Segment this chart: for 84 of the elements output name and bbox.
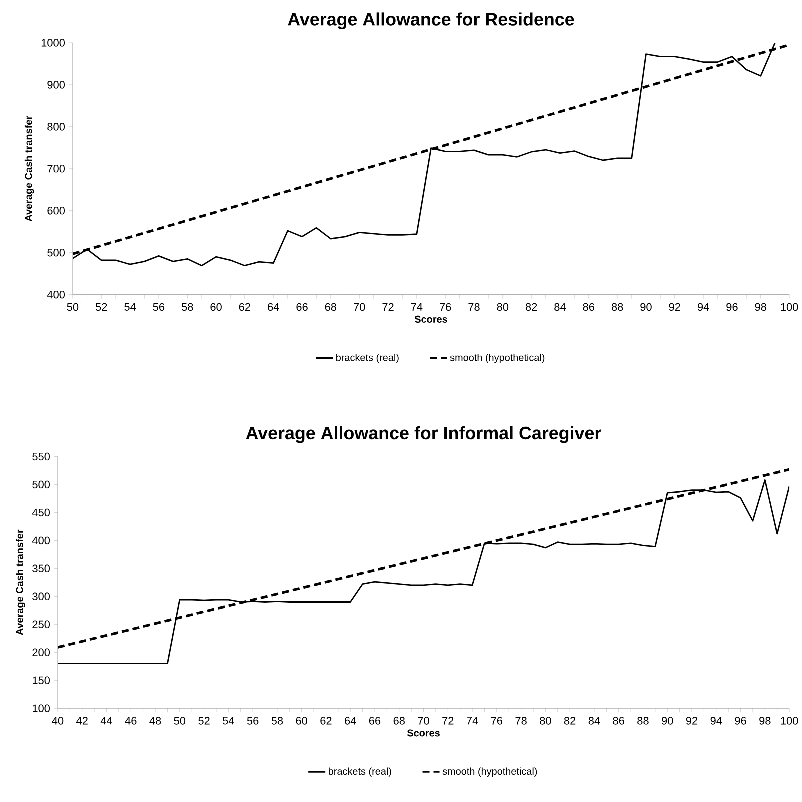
x-tick-label: 88: [612, 304, 624, 312]
y-tick-label: 900: [48, 81, 66, 90]
x-tick-label: 72: [382, 304, 394, 312]
x-tick-label: 70: [418, 717, 430, 726]
x-tick-label: 54: [223, 717, 234, 725]
x-tick-label: 62: [320, 717, 332, 726]
x-tick-label: 40: [52, 717, 64, 726]
x-tick-label: 58: [272, 717, 284, 726]
x-tick-label: 90: [640, 304, 652, 312]
x-tick-label: 76: [491, 717, 503, 726]
y-axis-title: Average Cash transfer: [24, 116, 34, 222]
y-tick-label: 350: [32, 565, 50, 573]
x-tick-label: 42: [76, 717, 88, 725]
x-tick-label: 74: [467, 717, 478, 725]
x-tick-label: 66: [369, 717, 381, 726]
x-tick-label: 86: [583, 304, 595, 312]
x-tick-label: 62: [239, 304, 250, 312]
x-tick-label: 76: [440, 304, 452, 312]
x-tick-label: 66: [296, 304, 308, 312]
x-tick-label: 100: [781, 717, 798, 726]
x-tick-label: 72: [442, 717, 454, 725]
x-tick-label: 48: [150, 717, 162, 726]
y-tick-label: 250: [32, 621, 50, 629]
x-tick-label: 56: [247, 717, 259, 726]
legend-label: smooth (hypothetical): [450, 354, 545, 364]
x-tick-label: 94: [710, 717, 722, 726]
x-tick-label: 82: [564, 717, 576, 726]
x-tick-label: 88: [638, 717, 649, 726]
y-tick-label: 300: [32, 593, 50, 601]
x-tick-label: 98: [755, 304, 766, 312]
y-tick-label: 100: [33, 704, 50, 713]
y-tick-label: 1000: [42, 39, 65, 48]
y-tick-label: 150: [33, 676, 50, 685]
x-tick-label: 90: [662, 717, 674, 726]
chart-title: Average Allowance for Informal Caregiver: [246, 426, 602, 444]
legend-label: brackets (real): [329, 768, 392, 778]
x-tick-label: 50: [174, 717, 186, 726]
y-tick-label: 200: [32, 648, 50, 657]
x-tick-label: 50: [67, 304, 79, 312]
x-tick-label: 52: [96, 304, 108, 312]
x-tick-label: 70: [354, 304, 366, 312]
x-tick-label: 80: [497, 304, 509, 312]
y-tick-label: 550: [32, 453, 50, 461]
x-axis-title: Scores: [407, 730, 440, 737]
y-tick-label: 700: [48, 165, 66, 174]
y-tick-label: 400: [47, 291, 66, 299]
x-tick-label: 100: [781, 304, 798, 312]
chart-title: Average Allowance for Residence: [288, 12, 574, 30]
x-tick-label: 64: [345, 717, 356, 726]
x-tick-label: 92: [669, 304, 680, 312]
x-tick-label: 68: [394, 717, 405, 726]
x-axis-title: Scores: [414, 316, 448, 324]
x-tick-label: 58: [182, 304, 194, 312]
x-tick-label: 74: [411, 304, 423, 312]
y-tick-label: 800: [48, 123, 66, 132]
y-tick-label: 450: [32, 509, 50, 517]
x-tick-label: 98: [760, 717, 771, 726]
x-tick-label: 84: [554, 304, 566, 312]
x-tick-label: 94: [698, 304, 710, 312]
legend-label: brackets (real): [336, 354, 399, 364]
x-tick-label: 86: [613, 717, 624, 726]
y-axis-title: Average Cash transfer: [16, 530, 26, 636]
x-tick-label: 82: [526, 304, 538, 312]
x-tick-label: 96: [735, 717, 746, 726]
x-tick-label: 78: [468, 304, 480, 312]
x-tick-label: 56: [153, 304, 165, 312]
x-tick-label: 80: [540, 717, 552, 726]
x-tick-label: 84: [588, 717, 600, 726]
legend-label: smooth (hypothetical): [442, 768, 538, 778]
y-tick-label: 600: [48, 207, 66, 215]
x-tick-label: 96: [726, 304, 738, 312]
x-tick-label: 64: [268, 304, 280, 312]
y-tick-label: 500: [48, 249, 66, 257]
x-tick-label: 44: [100, 717, 112, 725]
x-tick-label: 92: [686, 717, 698, 726]
y-tick-label: 500: [32, 481, 50, 489]
x-tick-label: 60: [210, 304, 222, 312]
x-tick-label: 60: [296, 717, 308, 726]
x-tick-label: 78: [516, 717, 527, 726]
x-tick-label: 52: [198, 717, 210, 726]
x-tick-label: 54: [124, 304, 136, 312]
x-tick-label: 68: [325, 304, 337, 312]
x-tick-label: 46: [125, 717, 137, 726]
y-tick-label: 400: [32, 537, 50, 545]
